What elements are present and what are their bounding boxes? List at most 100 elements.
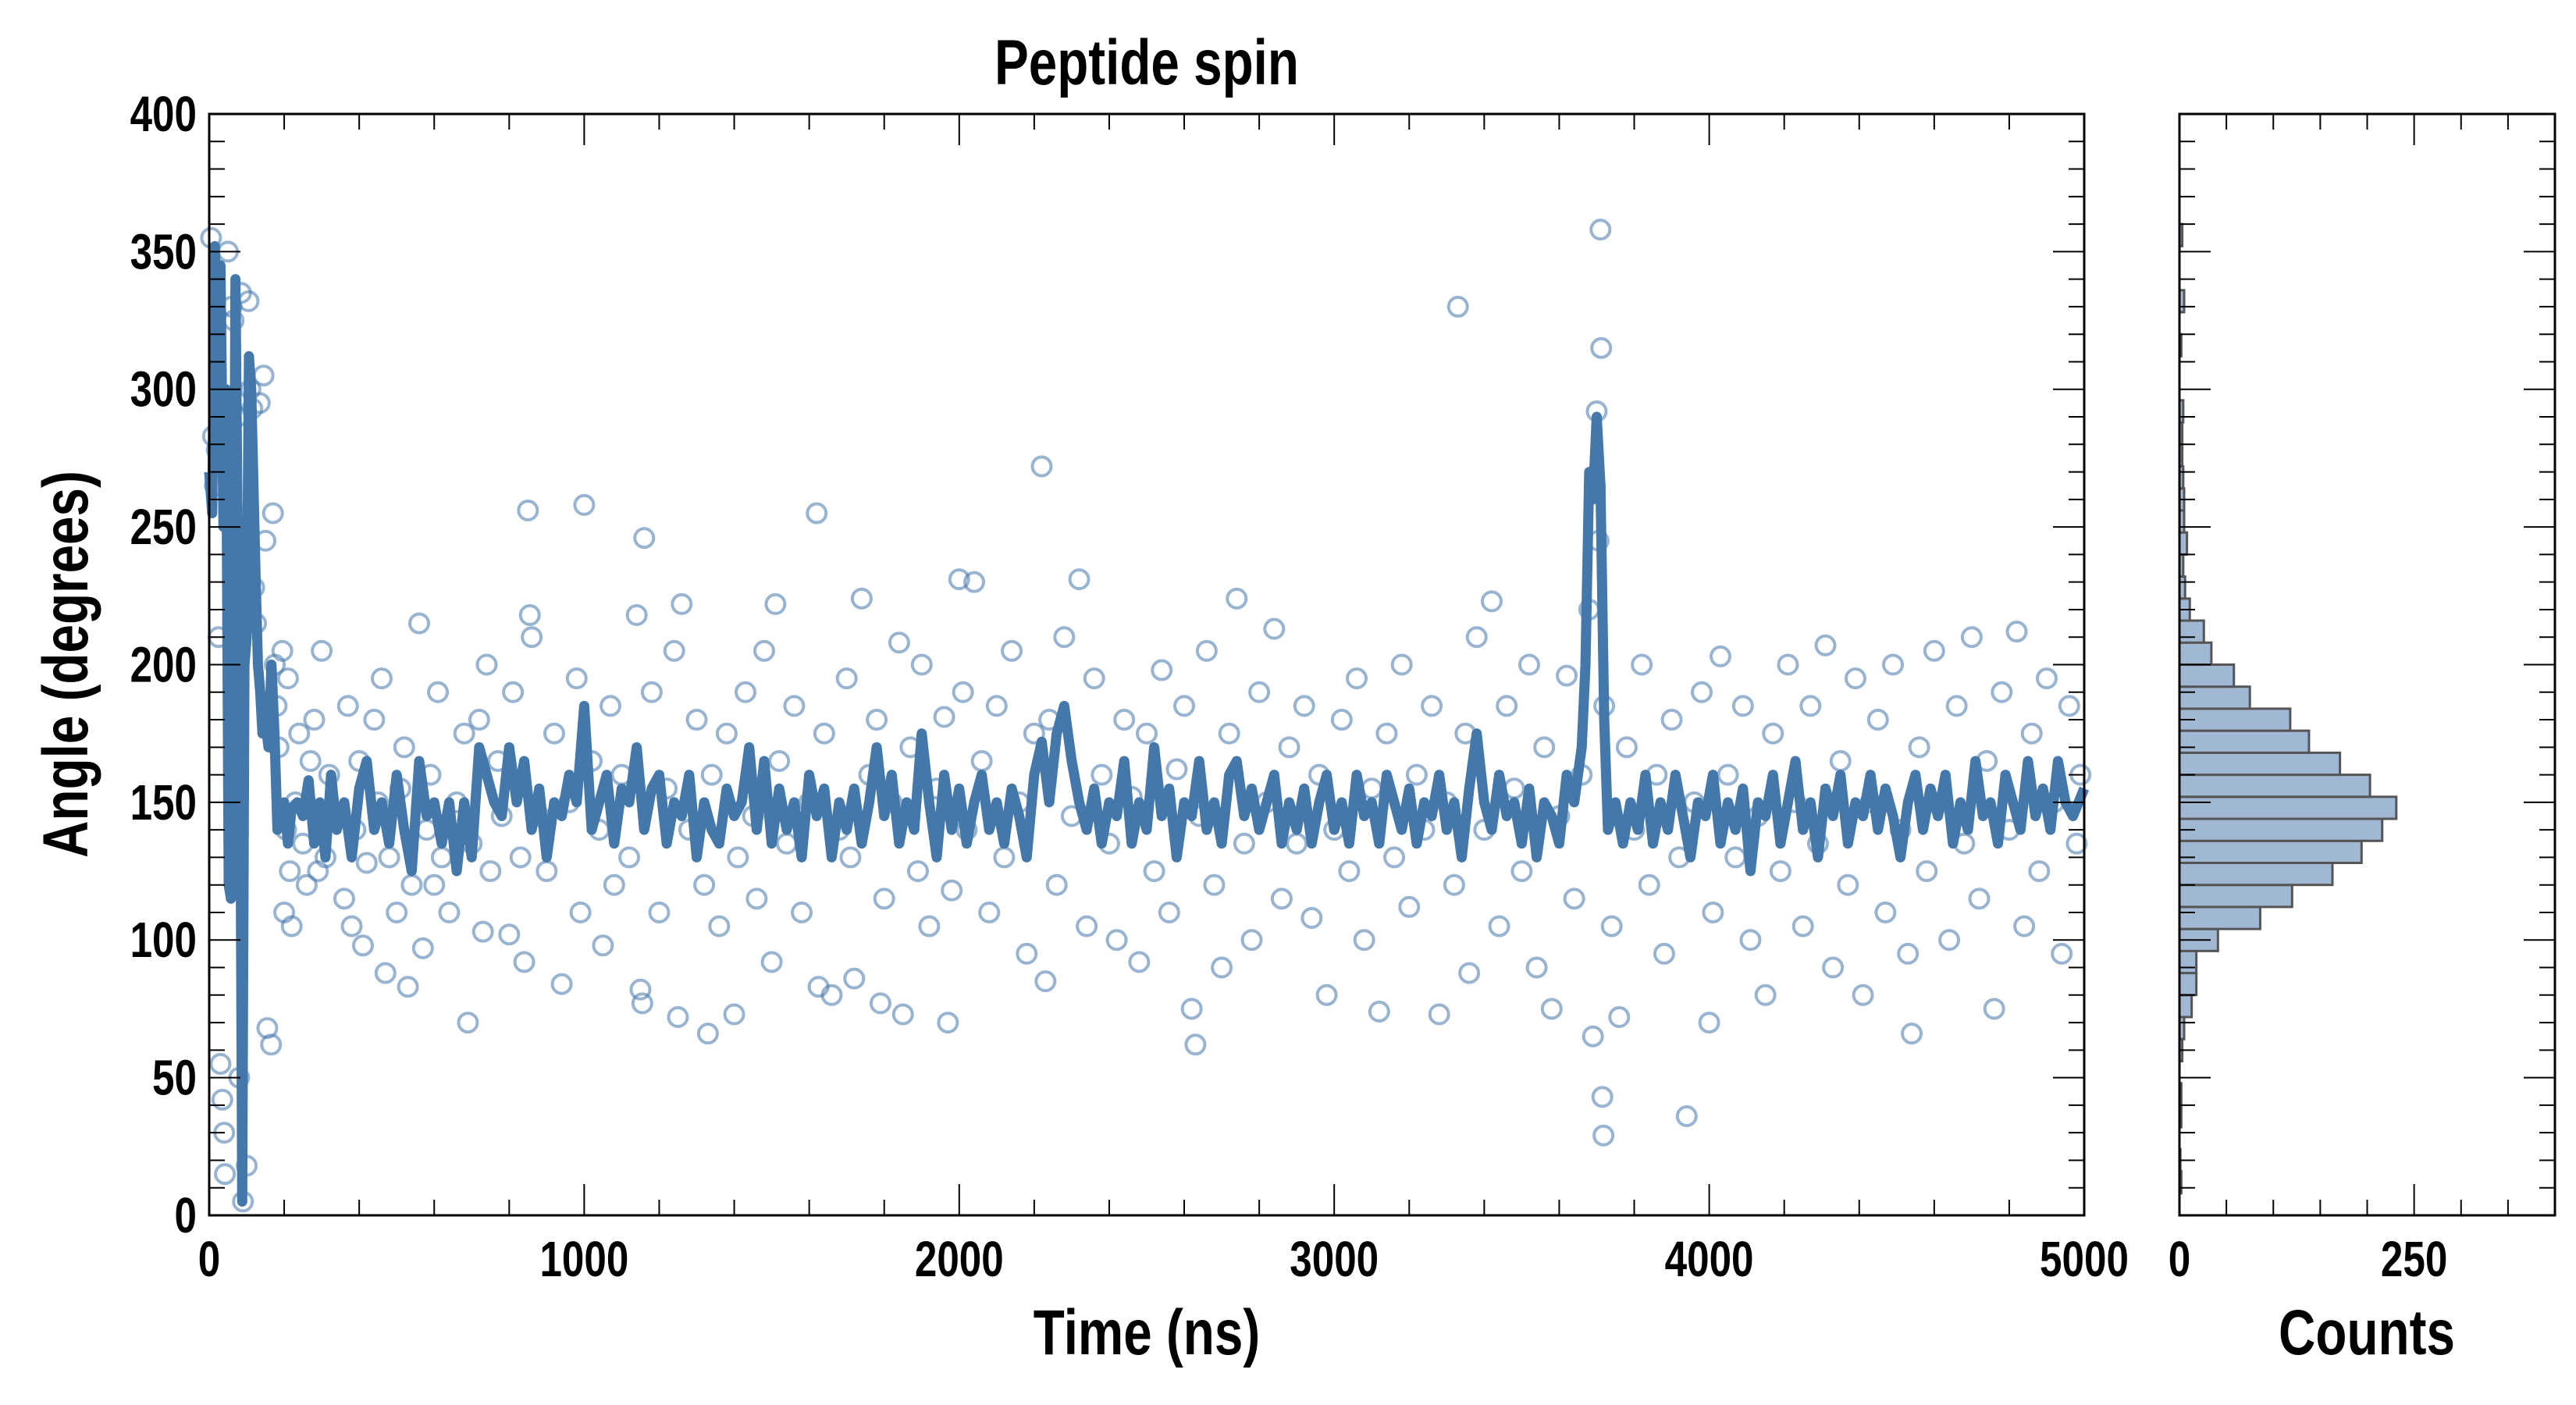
x-axis-label: Time (ns) bbox=[1034, 1297, 1260, 1368]
scatter-point bbox=[850, 587, 873, 610]
scatter-point bbox=[1180, 998, 1203, 1020]
histogram-bar bbox=[2178, 707, 2292, 732]
scatter-point bbox=[1991, 681, 2013, 703]
scatter-point bbox=[693, 873, 716, 896]
scatter-point bbox=[1852, 984, 1874, 1006]
scatter-point bbox=[1916, 860, 1938, 883]
scatter-point bbox=[1030, 455, 1053, 478]
scatter-point bbox=[262, 502, 284, 525]
histogram-plot: 0 250 Counts bbox=[2169, 112, 2556, 1368]
scatter-point bbox=[1233, 832, 1255, 855]
scatter-point bbox=[513, 951, 535, 973]
scatter-point bbox=[708, 915, 731, 937]
scatter-point bbox=[760, 951, 783, 973]
scatter-point bbox=[1300, 907, 1323, 930]
scatter-point bbox=[978, 901, 1001, 923]
scatter-point bbox=[408, 612, 431, 635]
scatter-point bbox=[1211, 956, 1233, 979]
y-tick-label: 50 bbox=[152, 1051, 197, 1106]
scatter-point bbox=[723, 1003, 745, 1026]
scatter-point bbox=[550, 973, 573, 995]
scatter-point bbox=[518, 604, 541, 627]
scatter-point bbox=[211, 1088, 233, 1111]
scatter-point bbox=[1724, 846, 1747, 869]
scatter-point bbox=[1248, 681, 1271, 703]
scatter-point bbox=[1338, 860, 1361, 883]
histogram-bar bbox=[2178, 817, 2384, 842]
scatter-point bbox=[303, 709, 326, 731]
scatter-point bbox=[1091, 763, 1113, 786]
scatter-point bbox=[2005, 621, 2028, 643]
histogram-bar bbox=[2178, 685, 2251, 710]
scatter-point bbox=[279, 860, 301, 883]
scatter-point bbox=[340, 915, 363, 937]
scatter-point bbox=[1968, 887, 1991, 910]
scatter-point bbox=[1908, 736, 1930, 759]
scatter-point bbox=[333, 887, 355, 910]
scatter-point bbox=[502, 681, 525, 703]
scatter-point bbox=[260, 1033, 283, 1056]
scatter-point bbox=[839, 846, 862, 869]
scatter-point bbox=[745, 887, 768, 910]
hist-x-tick-label: 250 bbox=[2381, 1232, 2447, 1288]
hist-axes-frame bbox=[2178, 112, 2556, 1217]
scatter-point bbox=[1901, 1023, 1923, 1045]
scatter-point bbox=[400, 873, 423, 896]
scatter-point bbox=[1791, 915, 1814, 937]
scatter-point bbox=[1184, 1033, 1207, 1056]
histogram-bar bbox=[2178, 884, 2293, 909]
y-tick-labels: 0 50 100 150 200 250 300 350 400 bbox=[130, 87, 197, 1244]
scatter-point bbox=[1754, 984, 1777, 1006]
scatter-point bbox=[2020, 722, 2043, 745]
scatter-point bbox=[521, 626, 543, 649]
scatter-point bbox=[1600, 915, 1623, 937]
scatter-point bbox=[378, 846, 400, 869]
scatter-point bbox=[806, 502, 828, 525]
scatter-point bbox=[1615, 736, 1638, 759]
main-axis-ticks bbox=[208, 113, 2085, 1216]
scatter-point bbox=[791, 901, 813, 923]
scatter-point bbox=[569, 901, 592, 923]
scatter-point bbox=[1822, 956, 1845, 979]
scatter-point bbox=[1525, 956, 1548, 979]
scatter-point bbox=[351, 934, 374, 957]
scatter-point bbox=[1510, 860, 1533, 883]
scatter-point bbox=[671, 592, 693, 615]
x-tick-label: 5000 bbox=[2040, 1232, 2129, 1288]
scatter-point bbox=[1698, 1012, 1720, 1034]
scatter-point bbox=[1293, 695, 1315, 717]
scatter-point bbox=[775, 832, 798, 855]
scatter-point bbox=[1315, 984, 1338, 1006]
scatter-point bbox=[1739, 929, 1762, 951]
scatter-point bbox=[600, 695, 622, 717]
scatter-point bbox=[603, 873, 625, 896]
scatter-point bbox=[1945, 695, 1968, 717]
scatter-point bbox=[1653, 942, 1675, 965]
scatter-point bbox=[479, 860, 502, 883]
scatter-point bbox=[1001, 639, 1023, 662]
scatter-point bbox=[1589, 219, 1612, 241]
scatter-point bbox=[933, 706, 955, 728]
scatter-point bbox=[374, 962, 397, 984]
scatter-point bbox=[1136, 722, 1158, 745]
scatter-point bbox=[535, 860, 558, 883]
scatter-point bbox=[963, 571, 986, 593]
scatter-point bbox=[696, 1023, 719, 1045]
histogram-bar bbox=[2178, 861, 2334, 887]
x-tick-label: 3000 bbox=[1290, 1232, 1379, 1288]
scatter-point bbox=[1897, 942, 1920, 965]
scatter-point bbox=[768, 749, 791, 772]
scatter-point bbox=[1960, 626, 1983, 649]
histogram-bar bbox=[2178, 949, 2198, 975]
scatter-point bbox=[543, 722, 565, 745]
scatter-point bbox=[1582, 1025, 1604, 1048]
scatter-point bbox=[2051, 942, 2073, 965]
y-tick-label: 250 bbox=[130, 500, 197, 556]
scatter-point bbox=[438, 901, 461, 923]
scatter-point bbox=[985, 695, 1008, 717]
scatter-point bbox=[214, 1163, 237, 1186]
scatter-point bbox=[209, 1052, 232, 1075]
scatter-point bbox=[1421, 695, 1443, 717]
scatter-point bbox=[397, 976, 419, 998]
scatter-point bbox=[1045, 873, 1068, 896]
